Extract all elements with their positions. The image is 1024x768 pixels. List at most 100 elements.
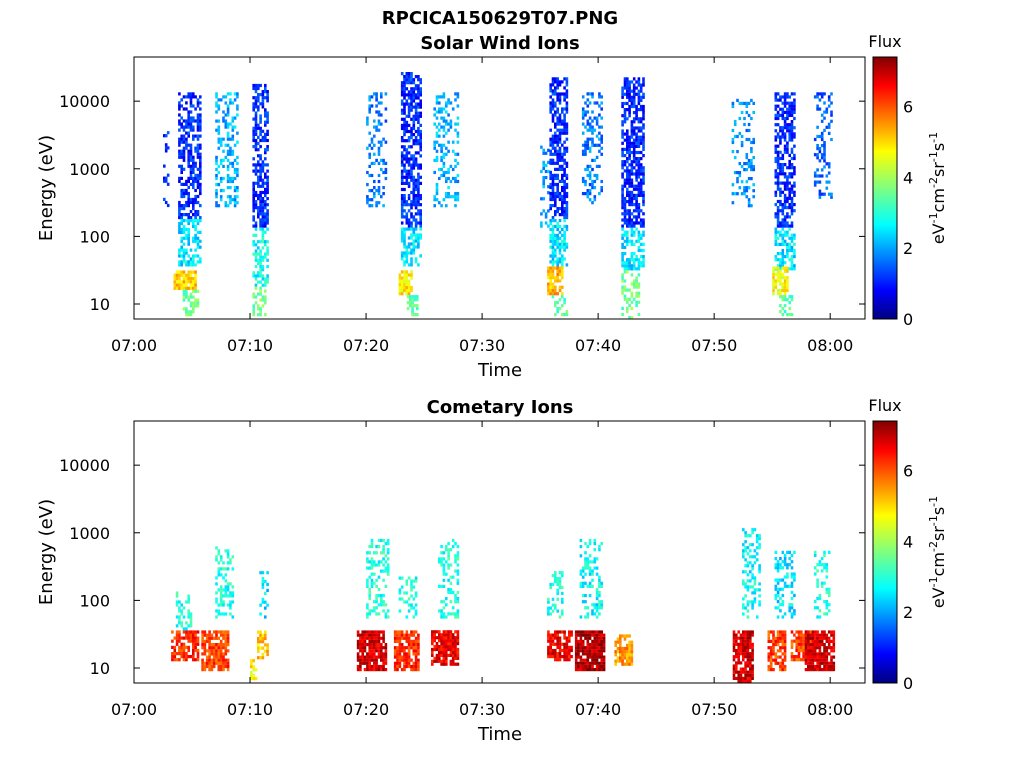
- flux-cell: [549, 648, 552, 653]
- flux-cell: [788, 193, 791, 197]
- flux-cell: [222, 664, 225, 669]
- flux-cell: [628, 92, 631, 96]
- x-tick-label: 07:00: [111, 336, 157, 355]
- flux-cell: [779, 557, 782, 561]
- flux-cell: [454, 122, 457, 126]
- flux-cell: [182, 286, 186, 290]
- flux-cell: [236, 155, 239, 159]
- flux-cell: [632, 230, 636, 234]
- flux-cell: [783, 655, 787, 659]
- flux-cell: [591, 140, 594, 144]
- flux-cell: [602, 649, 606, 653]
- flux-cell: [229, 594, 232, 598]
- flux-cell: [410, 169, 413, 173]
- flux-cell: [217, 664, 221, 669]
- flux-cell: [774, 272, 778, 277]
- flux-cell: [744, 546, 747, 550]
- flux-cell: [751, 606, 754, 610]
- flux-cell: [199, 101, 202, 105]
- flux-cell: [375, 636, 378, 640]
- flux-cell: [563, 116, 566, 120]
- flux-cell: [400, 163, 404, 167]
- flux-cell: [178, 155, 181, 159]
- flux-cell: [194, 179, 197, 183]
- flux-cell: [563, 119, 566, 123]
- flux-cell: [259, 93, 262, 97]
- flux-cell: [445, 122, 448, 126]
- flux-cell: [635, 117, 638, 121]
- flux-cell: [621, 233, 624, 237]
- flux-cell: [199, 173, 202, 177]
- flux-cell: [456, 122, 460, 126]
- flux-cell: [373, 134, 376, 138]
- flux-cell: [368, 131, 371, 135]
- flux-cell: [565, 313, 569, 317]
- flux-cell: [630, 129, 634, 133]
- flux-cell: [561, 630, 564, 634]
- flux-cell: [400, 655, 404, 659]
- flux-cell: [359, 661, 362, 665]
- flux-cell: [595, 587, 599, 592]
- flux-cell: [400, 215, 404, 219]
- flux-cell: [790, 615, 794, 619]
- flux-cell: [205, 658, 209, 662]
- flux-cell: [626, 135, 629, 139]
- flux-cell: [574, 668, 578, 672]
- flux-cell: [435, 98, 439, 102]
- flux-cell: [743, 189, 746, 193]
- flux-cell: [776, 292, 780, 296]
- flux-cell: [565, 101, 569, 105]
- flux-cell: [544, 169, 548, 174]
- flux-cell: [737, 673, 740, 677]
- flux-cell: [405, 664, 409, 669]
- flux-cell: [593, 560, 597, 564]
- flux-cell: [786, 116, 789, 121]
- flux-cell: [410, 154, 413, 158]
- flux-cell: [219, 594, 223, 598]
- flux-cell: [749, 636, 752, 640]
- flux-cell: [549, 197, 552, 202]
- flux-cell: [581, 664, 585, 669]
- flux-cell: [215, 652, 218, 656]
- flux-cell: [414, 591, 418, 595]
- flux-cell: [593, 661, 597, 665]
- flux-cell: [224, 643, 228, 647]
- flux-cell: [442, 92, 446, 96]
- flux-cell: [820, 119, 824, 123]
- flux-cell: [377, 179, 381, 184]
- flux-cell: [259, 172, 262, 176]
- flux-cell: [377, 192, 381, 196]
- flux-cell: [827, 125, 831, 129]
- flux-cell: [164, 179, 168, 183]
- flux-cell: [175, 642, 179, 646]
- flux-cell: [793, 255, 796, 259]
- flux-cell: [586, 167, 590, 172]
- flux-cell: [556, 194, 559, 199]
- flux-cell: [554, 89, 557, 93]
- flux-cell: [790, 233, 794, 237]
- flux-cell: [776, 272, 780, 277]
- flux-cell: [774, 636, 778, 640]
- flux-cell: [600, 101, 603, 105]
- flux-cell: [215, 192, 218, 196]
- flux-cell: [595, 652, 599, 656]
- flux-cell: [743, 162, 746, 166]
- flux-cell: [199, 128, 202, 132]
- flux-cell: [456, 578, 460, 582]
- flux-cell: [203, 643, 207, 647]
- flux-cell: [373, 551, 376, 555]
- flux-cell: [403, 148, 406, 152]
- flux-cell: [413, 313, 417, 317]
- flux-cell: [254, 172, 258, 176]
- flux-cell: [558, 101, 562, 105]
- flux-cell: [732, 649, 736, 653]
- flux-cell: [412, 652, 416, 656]
- flux-cell: [563, 655, 566, 659]
- flux-cell: [621, 264, 624, 268]
- flux-cell: [414, 184, 418, 188]
- flux-cell: [366, 119, 369, 123]
- flux-cell: [208, 636, 211, 640]
- flux-cell: [373, 560, 376, 564]
- flux-cell: [788, 101, 791, 105]
- flux-cell: [549, 279, 552, 283]
